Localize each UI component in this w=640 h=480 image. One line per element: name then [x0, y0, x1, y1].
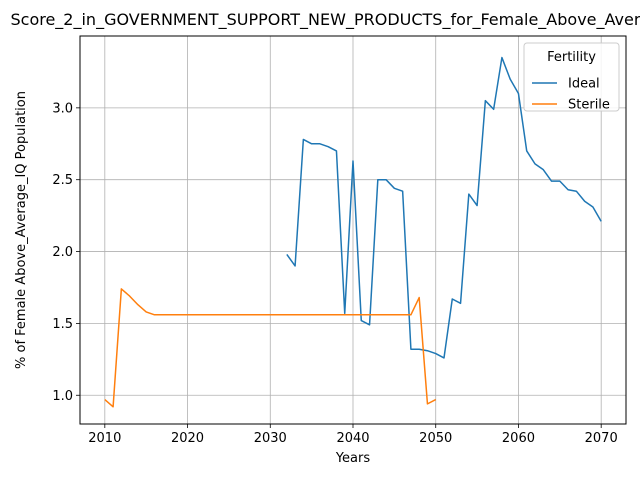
x-axis-label: Years: [335, 451, 371, 466]
x-tick-label: 2070: [585, 431, 618, 446]
series-line-sterile: [104, 288, 437, 408]
y-axis-label: % of Female Above_Average_IQ Population: [14, 91, 29, 369]
x-axis: 2010 2020 2030 2040 2050 2060 2070: [88, 424, 618, 446]
legend-label-sterile: Sterile: [568, 98, 610, 113]
x-tick-label: 2040: [336, 431, 369, 446]
y-tick-label: 3.0: [52, 101, 73, 116]
series-line-ideal: [286, 56, 602, 359]
legend-items: Ideal Sterile: [532, 77, 610, 113]
x-tick-label: 2030: [254, 431, 287, 446]
grid-lines: [80, 36, 626, 424]
x-tick-label: 2050: [419, 431, 452, 446]
legend-title: Fertility: [547, 50, 596, 65]
y-tick-label: 1.5: [52, 317, 73, 332]
x-tick-label: 2010: [88, 431, 121, 446]
x-tick-label: 2020: [171, 431, 204, 446]
legend-box: [523, 42, 620, 112]
y-axis: 1.0 1.5 2.0 2.5 3.0: [52, 101, 80, 404]
y-tick-label: 2.5: [52, 173, 73, 188]
series-lines: [104, 56, 602, 408]
legend-label-ideal: Ideal: [568, 77, 600, 92]
y-tick-label: 1.0: [52, 389, 73, 404]
chart-title: Score_2_in_GOVERNMENT_SUPPORT_NEW_PRODUC…: [10, 10, 640, 30]
y-tick-label: 2.0: [52, 245, 73, 260]
legend: Fertility Ideal Sterile: [523, 42, 620, 113]
x-tick-label: 2060: [502, 431, 535, 446]
